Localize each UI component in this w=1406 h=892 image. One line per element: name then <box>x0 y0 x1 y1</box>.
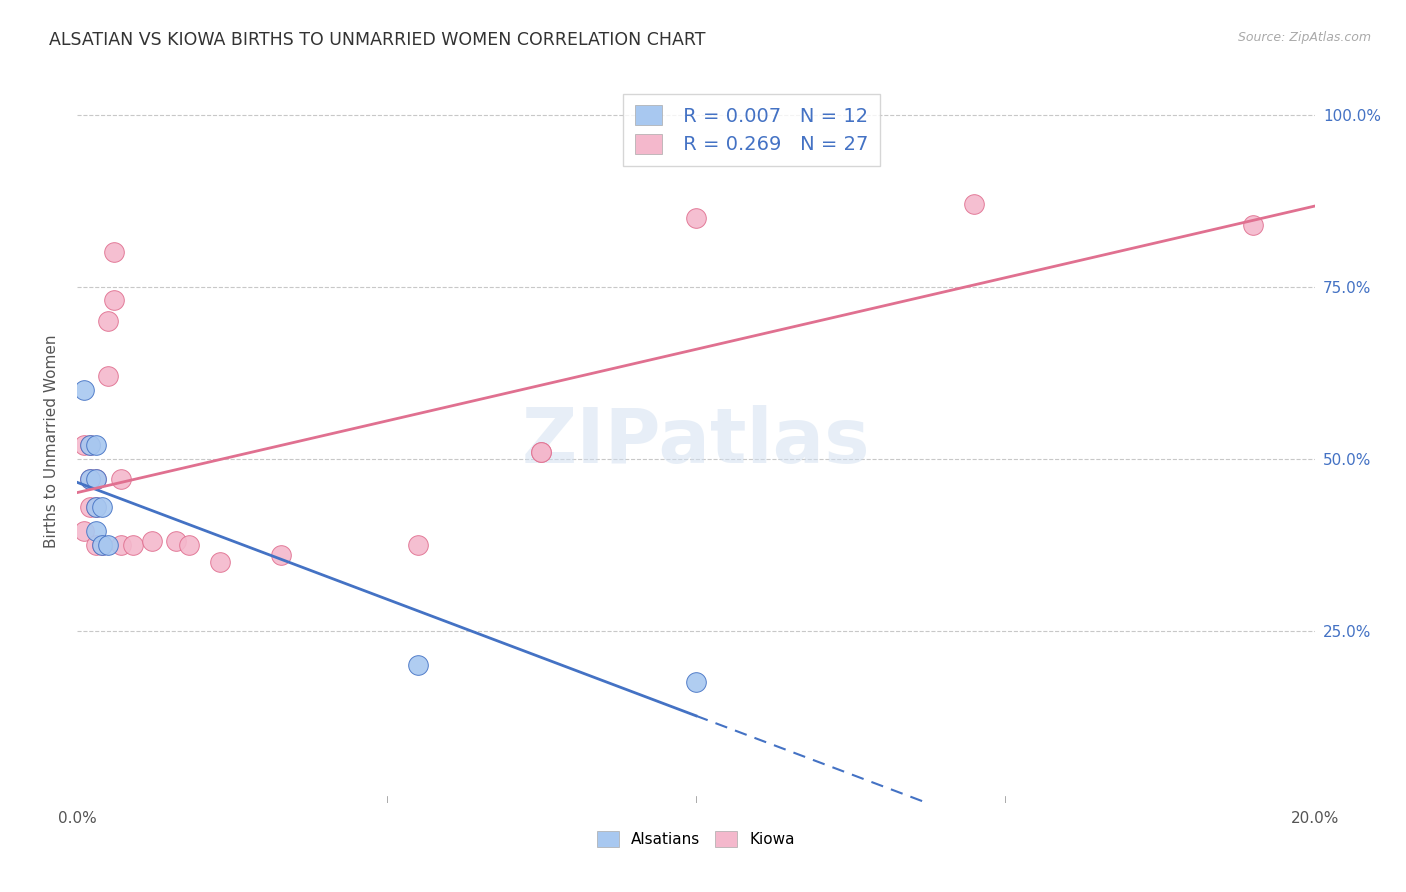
Point <box>406 658 429 673</box>
Point <box>963 197 986 211</box>
Legend: Alsatians, Kiowa: Alsatians, Kiowa <box>592 825 800 853</box>
Point <box>530 445 553 459</box>
Point <box>1241 218 1264 232</box>
Point <box>79 472 101 486</box>
Point <box>165 534 187 549</box>
Point <box>530 445 553 459</box>
Point <box>72 524 94 538</box>
Point <box>110 472 132 486</box>
Point <box>208 555 231 569</box>
Point <box>79 438 101 452</box>
Point <box>110 538 132 552</box>
Point <box>91 538 114 552</box>
Text: Source: ZipAtlas.com: Source: ZipAtlas.com <box>1237 31 1371 45</box>
Point <box>79 500 101 514</box>
Point <box>97 538 120 552</box>
Point <box>406 538 429 552</box>
Point <box>97 369 120 384</box>
Point <box>91 538 114 552</box>
Point <box>72 383 94 397</box>
Point <box>685 675 707 690</box>
Point <box>97 314 120 328</box>
Point <box>84 438 107 452</box>
Point <box>79 472 101 486</box>
Text: ZIPatlas: ZIPatlas <box>522 405 870 478</box>
Point <box>79 438 101 452</box>
Point <box>84 538 107 552</box>
Point <box>84 472 107 486</box>
Point <box>685 211 707 225</box>
Y-axis label: Births to Unmarried Women: Births to Unmarried Women <box>44 334 59 549</box>
Point <box>84 524 107 538</box>
Point <box>122 538 145 552</box>
Text: ALSATIAN VS KIOWA BIRTHS TO UNMARRIED WOMEN CORRELATION CHART: ALSATIAN VS KIOWA BIRTHS TO UNMARRIED WO… <box>49 31 706 49</box>
Point <box>72 438 94 452</box>
Point <box>84 500 107 514</box>
Point <box>177 538 200 552</box>
Point <box>91 500 114 514</box>
Point <box>141 534 163 549</box>
Point <box>84 472 107 486</box>
Point <box>103 245 125 260</box>
Point <box>84 500 107 514</box>
Point <box>270 548 292 562</box>
Point <box>103 293 125 308</box>
